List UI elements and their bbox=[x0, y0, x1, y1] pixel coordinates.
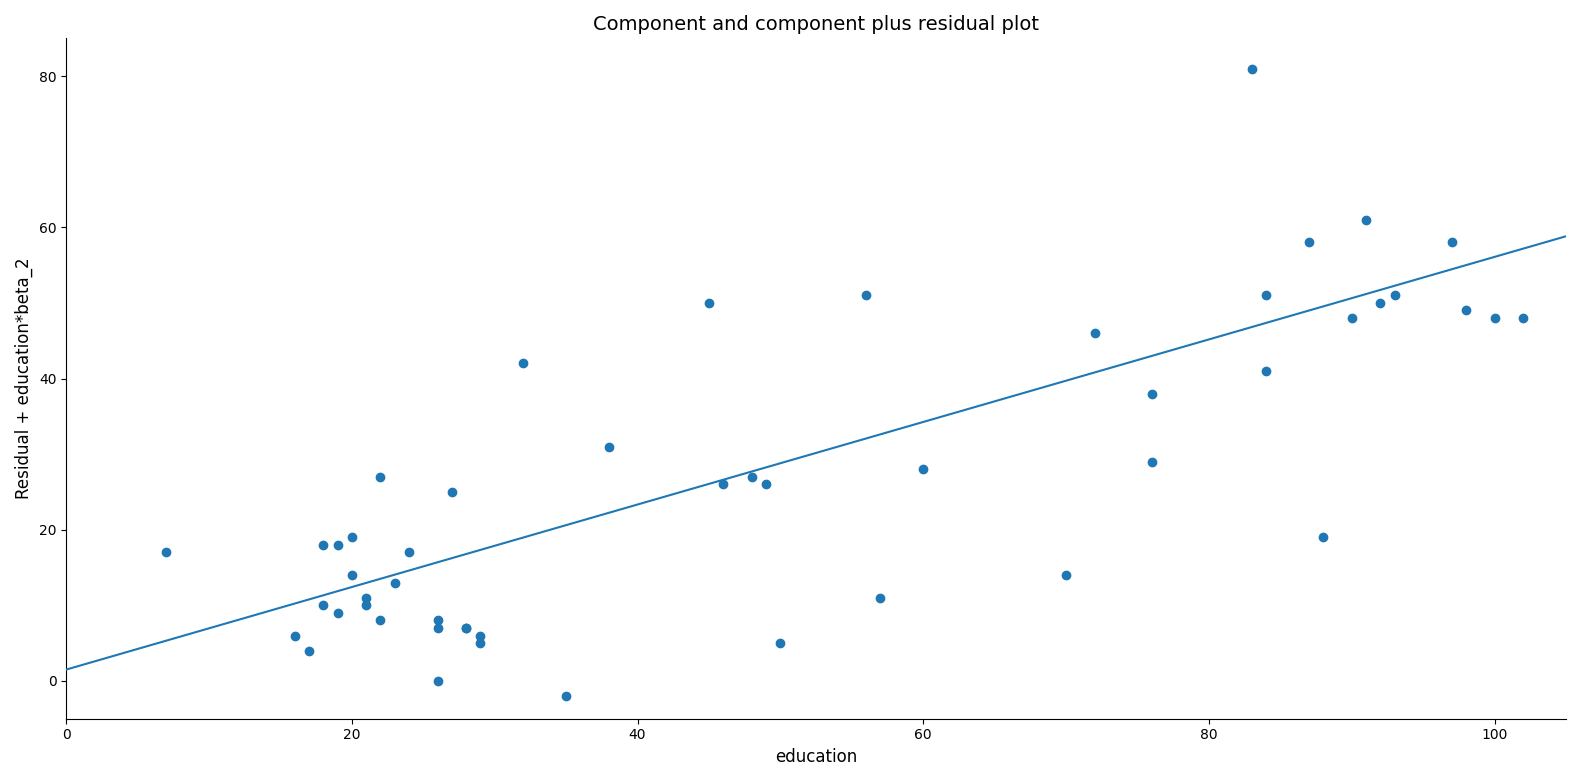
Point bbox=[1353, 213, 1379, 226]
Point bbox=[296, 644, 321, 657]
Point bbox=[368, 614, 394, 626]
Point bbox=[326, 539, 351, 551]
Point bbox=[468, 629, 493, 642]
Point bbox=[340, 531, 365, 544]
Point bbox=[340, 569, 365, 581]
Point bbox=[696, 297, 721, 309]
Point bbox=[425, 675, 451, 687]
Point bbox=[596, 440, 621, 453]
Point bbox=[1339, 312, 1364, 324]
Point bbox=[326, 607, 351, 619]
Point bbox=[397, 546, 422, 558]
Point bbox=[1368, 297, 1393, 309]
Point bbox=[383, 576, 408, 589]
Point bbox=[868, 591, 893, 604]
Point bbox=[310, 599, 335, 612]
Point bbox=[1510, 312, 1535, 324]
Point bbox=[1382, 289, 1407, 301]
Point bbox=[454, 622, 479, 634]
Point bbox=[511, 357, 536, 369]
Point bbox=[740, 471, 765, 483]
Point bbox=[354, 599, 379, 612]
Point bbox=[468, 637, 493, 649]
Point bbox=[310, 539, 335, 551]
Point bbox=[1254, 289, 1279, 301]
Point bbox=[1053, 569, 1078, 581]
Point bbox=[710, 478, 735, 490]
Point bbox=[1311, 531, 1336, 544]
Point bbox=[1140, 455, 1165, 468]
Point bbox=[768, 637, 794, 649]
Point bbox=[754, 478, 779, 490]
Point bbox=[354, 591, 379, 604]
Point bbox=[1140, 387, 1165, 400]
Point bbox=[368, 471, 394, 483]
Point bbox=[553, 690, 579, 702]
X-axis label: education: education bbox=[775, 748, 857, 766]
Point bbox=[1439, 236, 1464, 248]
Point bbox=[425, 622, 451, 634]
Point bbox=[454, 622, 479, 634]
Point bbox=[281, 629, 307, 642]
Point bbox=[1481, 312, 1507, 324]
Point bbox=[1453, 305, 1478, 317]
Point bbox=[440, 486, 465, 498]
Point bbox=[1254, 365, 1279, 377]
Point bbox=[1081, 327, 1107, 340]
Point bbox=[911, 463, 936, 476]
Point bbox=[153, 546, 179, 558]
Point bbox=[1296, 236, 1322, 248]
Point bbox=[1240, 62, 1265, 75]
Point bbox=[854, 289, 879, 301]
Point bbox=[425, 614, 451, 626]
Y-axis label: Residual + education*beta_2: Residual + education*beta_2 bbox=[14, 258, 33, 499]
Title: Component and component plus residual plot: Component and component plus residual pl… bbox=[593, 15, 1039, 34]
